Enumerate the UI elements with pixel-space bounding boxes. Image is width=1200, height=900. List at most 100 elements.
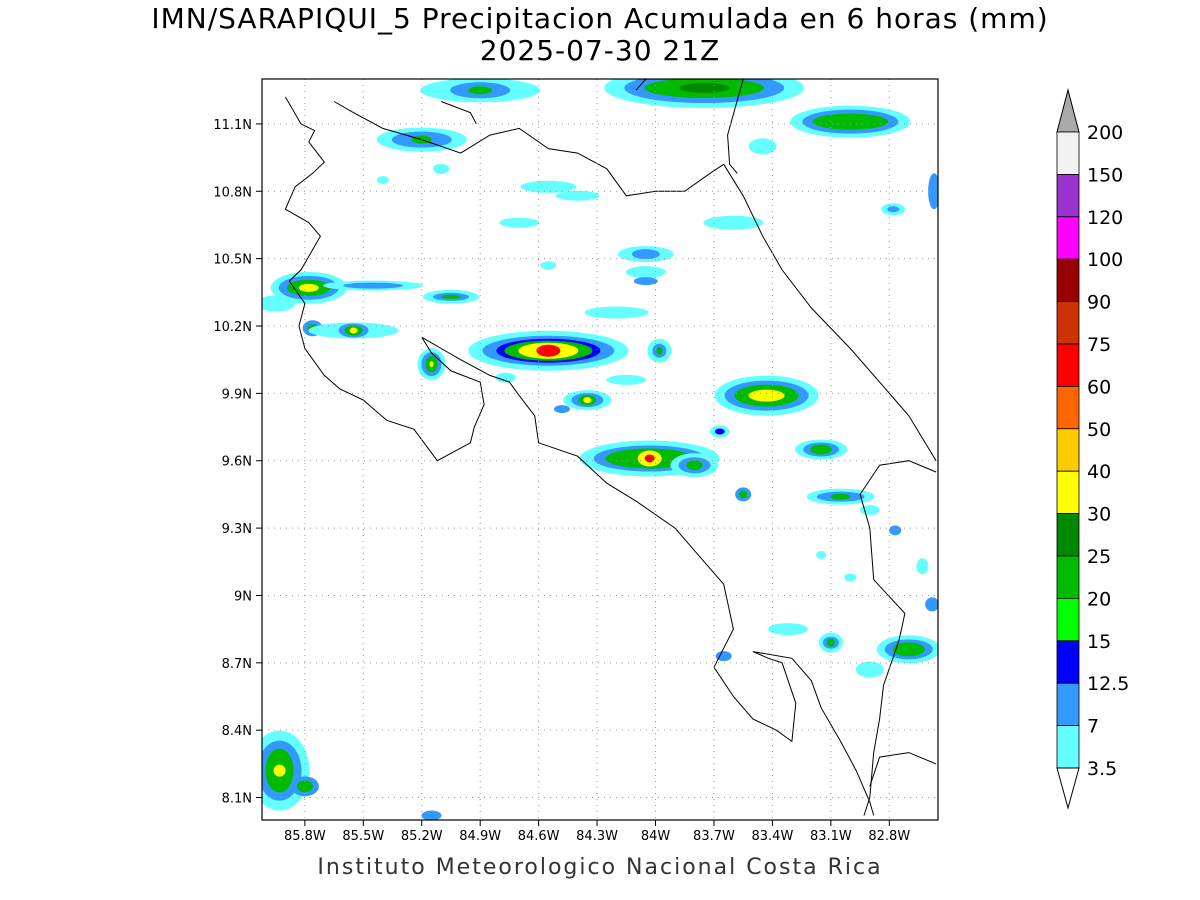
precip-cell-32-level-0 (554, 405, 571, 414)
colorbar-label: 30 (1087, 504, 1111, 526)
precip-cell-5-level-3 (429, 361, 434, 368)
lat-tick-label: 8.4N (222, 724, 252, 739)
coastline-segment-0 (284, 96, 875, 816)
colorbar-label: 25 (1087, 546, 1111, 568)
lon-tick-label: 82.8W (868, 829, 910, 844)
precip-cell-34-level-0 (916, 558, 929, 575)
precip-cell-50-level-0 (633, 277, 658, 286)
lat-tick-label: 10.2N (213, 320, 252, 335)
precip-cell-45-level-0 (376, 176, 389, 185)
precip-cell-47-level-0 (606, 374, 647, 385)
lon-tick-label: 85.5W (342, 829, 384, 844)
precip-cell-48-level-0 (540, 261, 557, 270)
precip-cell-37-level-0 (928, 173, 938, 210)
coastline-segment-2 (723, 164, 937, 461)
colorbar-swatch (1056, 343, 1080, 387)
precip-cell-41-level-0 (816, 551, 827, 560)
coastline-segment-3 (859, 460, 937, 816)
lat-axis: 11.1N 10.8N 10.5N 10.2N 9.9N 9.6N 9.3N 9N 8.7N 8.… (213, 118, 262, 807)
precip-cell-16-level-2 (468, 86, 493, 95)
colorbar-swatch (1056, 725, 1080, 769)
lon-tick-label: 83.7W (693, 829, 735, 844)
precip-cell-27-level-0 (584, 306, 649, 319)
precip-cell-29-level-0 (748, 138, 777, 155)
colorbar-swatch (1056, 131, 1080, 175)
lon-axis: 85.8W 85.5W 85.2W 84.9W 84.6W 84.3W 84W 83.7W 83… (284, 820, 910, 844)
colorbar-label: 150 (1087, 164, 1123, 186)
colorbar-swatch (1056, 216, 1080, 260)
precip-cell-11-level-2 (810, 444, 833, 455)
colorbar-swatch (1056, 640, 1080, 684)
precip-cell-39-level-0 (715, 651, 732, 662)
precip-cell-22-level-1 (631, 249, 660, 260)
precip-cell-18-level-2 (826, 638, 835, 647)
lon-tick-label: 84.6W (518, 829, 560, 844)
lat-tick-label: 9.6N (222, 455, 252, 470)
lat-tick-label: 9N (234, 589, 252, 604)
precip-cell-30-level-1 (887, 206, 900, 213)
colorbar-swatch (1056, 513, 1080, 557)
chart-subtitle: 2025-07-30 21Z (479, 34, 721, 67)
precip-cell-31-level-1 (714, 428, 725, 435)
colorbar-top-arrow (1056, 88, 1080, 133)
colorbar-label: 75 (1087, 334, 1111, 356)
precip-cell-20-level-3 (273, 764, 286, 777)
precip-cell-40-level-0 (859, 505, 880, 516)
coastline (284, 79, 937, 816)
colorbar-label: 120 (1087, 207, 1123, 229)
lat-tick-label: 10.5N (213, 253, 252, 268)
lat-tick-label: 8.1N (222, 792, 252, 807)
precip-cell-8-level-4 (644, 454, 655, 463)
precip-cell-28-level-0 (555, 190, 600, 201)
colorbar-swatch (1056, 682, 1080, 727)
precip-cell-15-level-2 (812, 113, 889, 130)
precip-cell-10-level-3 (748, 389, 785, 402)
precip-cell-1-level-1 (343, 282, 404, 289)
precipitation-cells (262, 79, 938, 820)
colorbar-swatch (1056, 258, 1080, 303)
precip-cell-38-level-0 (767, 623, 808, 636)
colorbar-label: 7 (1087, 716, 1099, 738)
precip-cell-13-level-1 (739, 490, 748, 499)
precip-cell-35-level-0 (925, 597, 938, 612)
precip-cell-9-level-2 (686, 460, 703, 471)
coastline-segment-4 (727, 79, 744, 174)
footer-credit: Instituto Meteorologico Nacional Costa R… (317, 855, 883, 880)
precip-cell-19-level-2 (892, 642, 925, 657)
coastline-segment-5 (635, 79, 647, 91)
colorbar-label: 200 (1087, 122, 1123, 144)
precip-cell-14-level-3 (679, 82, 730, 93)
lat-tick-label: 8.7N (222, 657, 252, 672)
colorbar-label: 3.5 (1087, 758, 1117, 780)
lon-tick-label: 85.8W (284, 829, 326, 844)
lon-tick-label: 83.4W (752, 829, 794, 844)
colorbar-swatch (1056, 385, 1080, 430)
lat-tick-label: 9.9N (222, 387, 252, 402)
precip-cell-12-level-2 (830, 493, 851, 500)
colorbar-label: 20 (1087, 588, 1111, 610)
precip-cell-42-level-0 (844, 573, 857, 582)
precip-cell-4-level-3 (349, 327, 358, 334)
colorbar-swatch (1056, 301, 1080, 345)
coastline-segment-6 (441, 101, 477, 125)
colorbar-swatch (1056, 470, 1080, 515)
colorbar-label: 50 (1087, 419, 1111, 441)
colorbar: 200 150 120 100 90 75 60 50 40 30 25 20 15 12.5 7 3.5 (1056, 88, 1129, 810)
lon-tick-label: 84W (641, 829, 671, 844)
precip-cell-26-level-0 (499, 217, 540, 228)
precip-cell-7-level-3 (583, 397, 592, 404)
coastline-segment-1 (333, 101, 724, 197)
lon-tick-label: 85.2W (401, 829, 443, 844)
precip-cell-43-level-0 (262, 295, 296, 312)
precip-cell-23-level-2 (656, 346, 663, 355)
colorbar-label: 15 (1087, 631, 1111, 653)
colorbar-label: 60 (1087, 376, 1111, 398)
lat-tick-label: 9.3N (222, 522, 252, 537)
precip-cell-49-level-0 (625, 266, 666, 279)
coastline-segment-7 (869, 752, 937, 787)
precip-cell-46-level-0 (495, 372, 516, 383)
precip-cell-33-level-0 (889, 525, 902, 536)
precip-cell-0-level-3 (298, 283, 319, 292)
colorbar-swatch (1056, 598, 1080, 642)
